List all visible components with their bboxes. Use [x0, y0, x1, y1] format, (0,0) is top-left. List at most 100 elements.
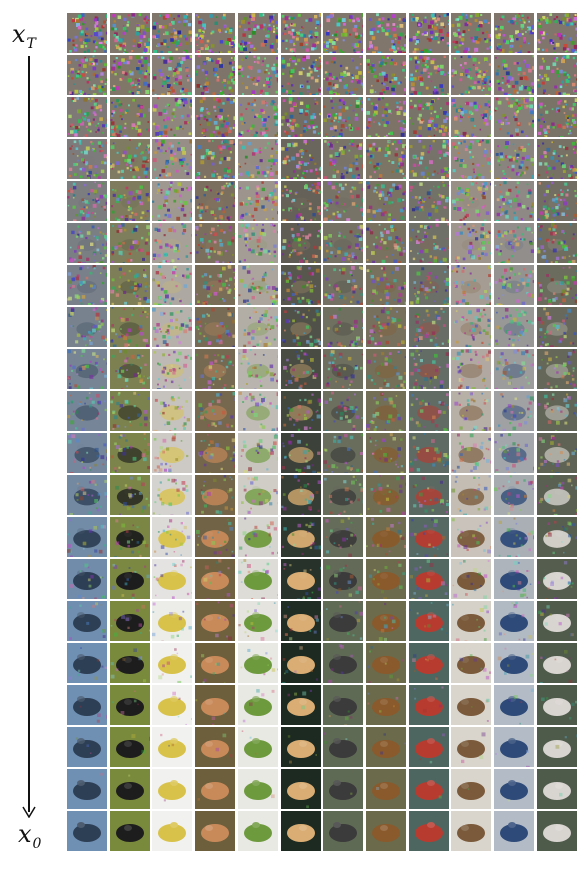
- sample-cell: [237, 811, 278, 851]
- sample-image: [451, 643, 492, 683]
- sample-cell: [280, 223, 321, 263]
- sample-image: [536, 727, 577, 767]
- sample-cell: [67, 685, 107, 725]
- sample-cell: [536, 223, 577, 263]
- sample-image: [323, 13, 364, 53]
- sample-image: [152, 601, 193, 641]
- sample-image: [494, 307, 534, 347]
- sample-cell: [280, 433, 321, 473]
- sample-cell: [536, 769, 577, 809]
- sample-cell: [451, 517, 492, 557]
- sample-image: [494, 685, 534, 725]
- sample-cell: [451, 769, 492, 809]
- sample-cell: [67, 139, 107, 179]
- sample-image: [152, 559, 193, 599]
- sample-image: [67, 55, 107, 95]
- sample-image: [323, 223, 364, 263]
- sample-image: [67, 391, 107, 431]
- sample-image: [152, 181, 193, 221]
- sample-cell: [152, 349, 193, 389]
- sample-image: [365, 601, 406, 641]
- sample-cell: [408, 391, 449, 431]
- sample-cell: [451, 601, 492, 641]
- sample-cell: [67, 601, 107, 641]
- sample-cell: [195, 307, 236, 347]
- sample-cell: [67, 265, 107, 305]
- sample-image: [237, 349, 278, 389]
- sample-image: [237, 811, 278, 851]
- sample-cell: [109, 139, 150, 179]
- sample-cell: [280, 727, 321, 767]
- sample-cell: [237, 181, 278, 221]
- sample-cell: [365, 643, 406, 683]
- sample-cell: [451, 55, 492, 95]
- sample-image: [280, 55, 321, 95]
- sample-image: [67, 349, 107, 389]
- sample-image: [323, 727, 364, 767]
- sample-cell: [67, 181, 107, 221]
- sample-image: [109, 559, 150, 599]
- sample-image: [109, 55, 150, 95]
- sample-image: [494, 349, 534, 389]
- sample-cell: [280, 559, 321, 599]
- sample-cell: [280, 307, 321, 347]
- sample-image: [152, 265, 193, 305]
- sample-cell: [237, 391, 278, 431]
- sample-cell: [408, 349, 449, 389]
- sample-image: [323, 769, 364, 809]
- sample-image: [109, 181, 150, 221]
- sample-image: [408, 307, 449, 347]
- sample-cell: [408, 769, 449, 809]
- sample-image: [152, 727, 193, 767]
- sample-image: [109, 433, 150, 473]
- sample-cell: [494, 391, 534, 431]
- sample-image: [536, 475, 577, 515]
- sample-image: [109, 769, 150, 809]
- sample-image: [67, 727, 107, 767]
- sample-image: [323, 307, 364, 347]
- sample-cell: [365, 811, 406, 851]
- sample-image: [237, 433, 278, 473]
- sample-cell: [494, 307, 534, 347]
- sample-image: [152, 811, 193, 851]
- sample-image: [152, 97, 193, 137]
- sample-image: [365, 769, 406, 809]
- sample-cell: [323, 97, 364, 137]
- sample-image: [67, 517, 107, 557]
- sample-image: [280, 727, 321, 767]
- sample-cell: [536, 811, 577, 851]
- sample-cell: [152, 391, 193, 431]
- sample-image: [451, 181, 492, 221]
- sample-image: [195, 391, 236, 431]
- sample-image: [365, 391, 406, 431]
- sample-cell: [323, 559, 364, 599]
- sample-cell: [109, 559, 150, 599]
- sample-cell: [109, 55, 150, 95]
- sample-image: [323, 349, 364, 389]
- sample-image: [195, 307, 236, 347]
- sample-cell: [494, 643, 534, 683]
- sample-image: [323, 139, 364, 179]
- sample-cell: [408, 643, 449, 683]
- sample-image: [494, 391, 534, 431]
- sample-image: [195, 685, 236, 725]
- sample-image: [109, 601, 150, 641]
- sample-image: [451, 349, 492, 389]
- sample-cell: [109, 643, 150, 683]
- sample-image: [195, 55, 236, 95]
- sample-cell: [408, 517, 449, 557]
- sample-image: [365, 727, 406, 767]
- sample-cell: [451, 433, 492, 473]
- sample-cell: [67, 769, 107, 809]
- x-0-subscript: 0: [32, 836, 42, 852]
- sample-image: [451, 475, 492, 515]
- sample-image: [408, 685, 449, 725]
- sample-cell: [195, 601, 236, 641]
- sample-cell: [237, 307, 278, 347]
- sample-image: [323, 55, 364, 95]
- sample-cell: [67, 55, 107, 95]
- sample-image: [67, 139, 107, 179]
- sample-image: [237, 475, 278, 515]
- sample-image: [152, 643, 193, 683]
- sample-image: [67, 97, 107, 137]
